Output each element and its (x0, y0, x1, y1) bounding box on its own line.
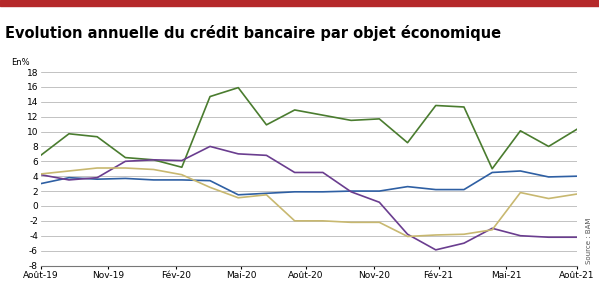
Bar (0, 0, 599, 7)
Text: Source : BAM: Source : BAM (586, 218, 592, 264)
Text: En%: En% (11, 58, 29, 67)
Text: Evolution annuelle du crédit bancaire par objet économique: Evolution annuelle du crédit bancaire pa… (5, 26, 501, 41)
